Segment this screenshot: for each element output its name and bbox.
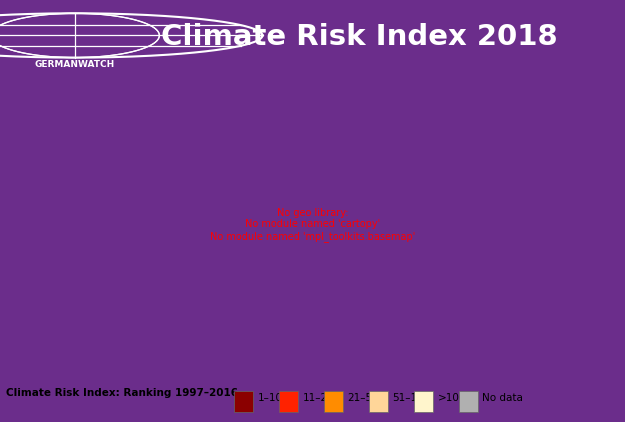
FancyBboxPatch shape [279,391,298,412]
FancyBboxPatch shape [234,391,253,412]
Text: 11–20: 11–20 [302,393,334,403]
Text: 51–100: 51–100 [392,393,431,403]
Text: >100: >100 [438,393,466,403]
Text: No geo library:
No module named 'cartopy'
No module named 'mpl_toolkits.basemap': No geo library: No module named 'cartopy… [210,208,415,242]
Text: No data: No data [482,393,523,403]
FancyBboxPatch shape [459,391,478,412]
FancyBboxPatch shape [324,391,343,412]
Text: 1–10: 1–10 [258,393,282,403]
Text: Climate Risk Index 2018: Climate Risk Index 2018 [161,23,558,51]
Text: 21–50: 21–50 [348,393,379,403]
FancyBboxPatch shape [369,391,388,412]
Text: GERMANWATCH: GERMANWATCH [35,60,115,69]
Text: Climate Risk Index: Ranking 1997–2016: Climate Risk Index: Ranking 1997–2016 [6,388,238,398]
FancyBboxPatch shape [414,391,433,412]
